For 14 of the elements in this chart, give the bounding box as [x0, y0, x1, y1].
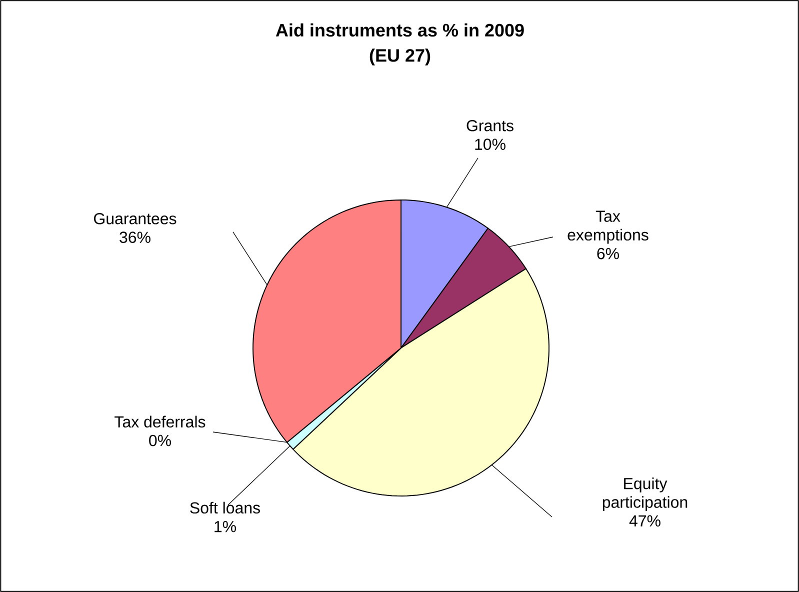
chart-title: Aid instruments as % in 2009 — [276, 23, 524, 37]
category-label: Tax deferrals — [114, 416, 206, 428]
data-label: 10% — [475, 138, 506, 150]
slice-label: Equity participation — [602, 477, 688, 512]
text: 0% — [149, 434, 171, 446]
slice-label: Soft loans — [190, 502, 260, 514]
slice-label: Tax exemptions — [568, 210, 648, 244]
data-label: 36% — [120, 232, 150, 243]
slice-label: Grants — [466, 120, 514, 132]
chart-subtitle: (EU 27) — [370, 48, 430, 66]
data-label: 1% — [214, 520, 236, 532]
slice-label: Guarantees — [94, 212, 176, 224]
data-label: 6% — [597, 248, 619, 260]
data-label: 47% — [629, 515, 660, 526]
